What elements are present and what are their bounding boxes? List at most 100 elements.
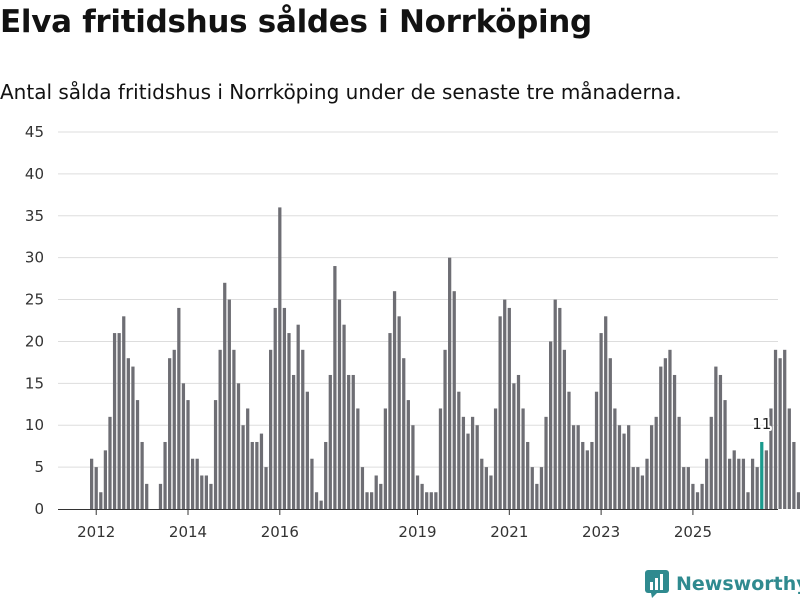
bar [503,299,507,509]
data-labels: 11 [750,413,773,435]
bar [411,425,415,509]
bar [769,408,773,509]
bar [567,391,571,509]
bar [663,358,667,509]
bar [741,458,746,509]
y-tick-label: 35 [25,207,44,225]
bar [470,416,475,509]
newsworthy-icon [645,570,669,598]
bar [457,391,461,509]
bar [269,349,273,509]
bar [773,349,778,509]
bar [351,374,355,509]
bar [310,458,314,509]
bar [365,492,369,509]
bar [700,483,704,509]
bar [131,366,135,509]
y-axis: 0 5 10 15 20 25 30 35 40 45 [25,123,44,518]
bar [787,408,791,509]
bar [126,358,130,509]
y-tick-label: 30 [25,249,44,267]
bar [521,408,525,509]
bar [640,475,645,509]
bar [796,492,800,509]
bar [489,475,493,509]
bar [750,458,755,509]
bar [246,408,250,509]
bar [186,400,190,509]
bar [236,383,241,509]
bar [402,358,406,509]
bar [342,324,346,509]
bar [732,450,736,509]
bar [599,333,603,509]
bar [649,425,654,509]
bar [613,408,617,509]
bar [571,425,576,509]
bar [461,416,466,509]
bar [388,333,392,509]
bar [466,433,470,509]
bar [530,467,534,509]
bar [392,291,397,509]
y-tick-label: 10 [25,416,44,434]
bar [195,458,199,509]
bar [296,324,300,509]
bar [434,492,438,509]
bar [190,458,195,509]
bar [383,408,388,509]
bar [695,492,700,509]
bar [535,483,539,509]
brand-name: Newsworthy [676,573,800,595]
bar [356,408,360,509]
bar [241,425,245,509]
bar [337,299,342,509]
bar [493,408,498,509]
bar [553,299,557,509]
x-tick-label: 2012 [77,523,115,540]
bar [668,349,672,509]
chart-subtitle: Antal sålda fritidshus i Norrköping unde… [0,80,682,104]
bar [99,492,103,509]
bar [429,492,433,509]
bar [608,358,612,509]
bar [347,374,351,509]
bar [420,483,424,509]
bar [792,441,796,509]
bar [443,349,447,509]
bar [103,450,108,509]
bar [686,467,690,509]
bar [397,316,401,509]
bar [622,433,626,509]
bar [291,374,296,509]
bar [636,467,640,509]
bar [714,366,718,509]
bar [177,307,181,509]
bar [682,467,686,509]
y-tick-label: 20 [25,332,44,350]
bar [783,349,787,509]
bar [452,291,456,509]
bar [200,475,204,509]
bar [255,441,259,509]
bar [585,450,589,509]
highlighted-bar [760,441,764,509]
bar [691,483,695,509]
bar [209,483,213,509]
bar [158,483,163,509]
bar [415,475,420,509]
bar [581,441,585,509]
bar [374,475,378,509]
bar [324,441,328,509]
bar [718,374,723,509]
bar [204,475,208,509]
bar [728,458,732,509]
bar [278,207,282,509]
bar [163,441,167,509]
bar [590,441,594,509]
y-tick-label: 45 [25,123,44,141]
bar [475,425,479,509]
bar [705,458,709,509]
bar [512,383,516,509]
bar [360,467,365,509]
